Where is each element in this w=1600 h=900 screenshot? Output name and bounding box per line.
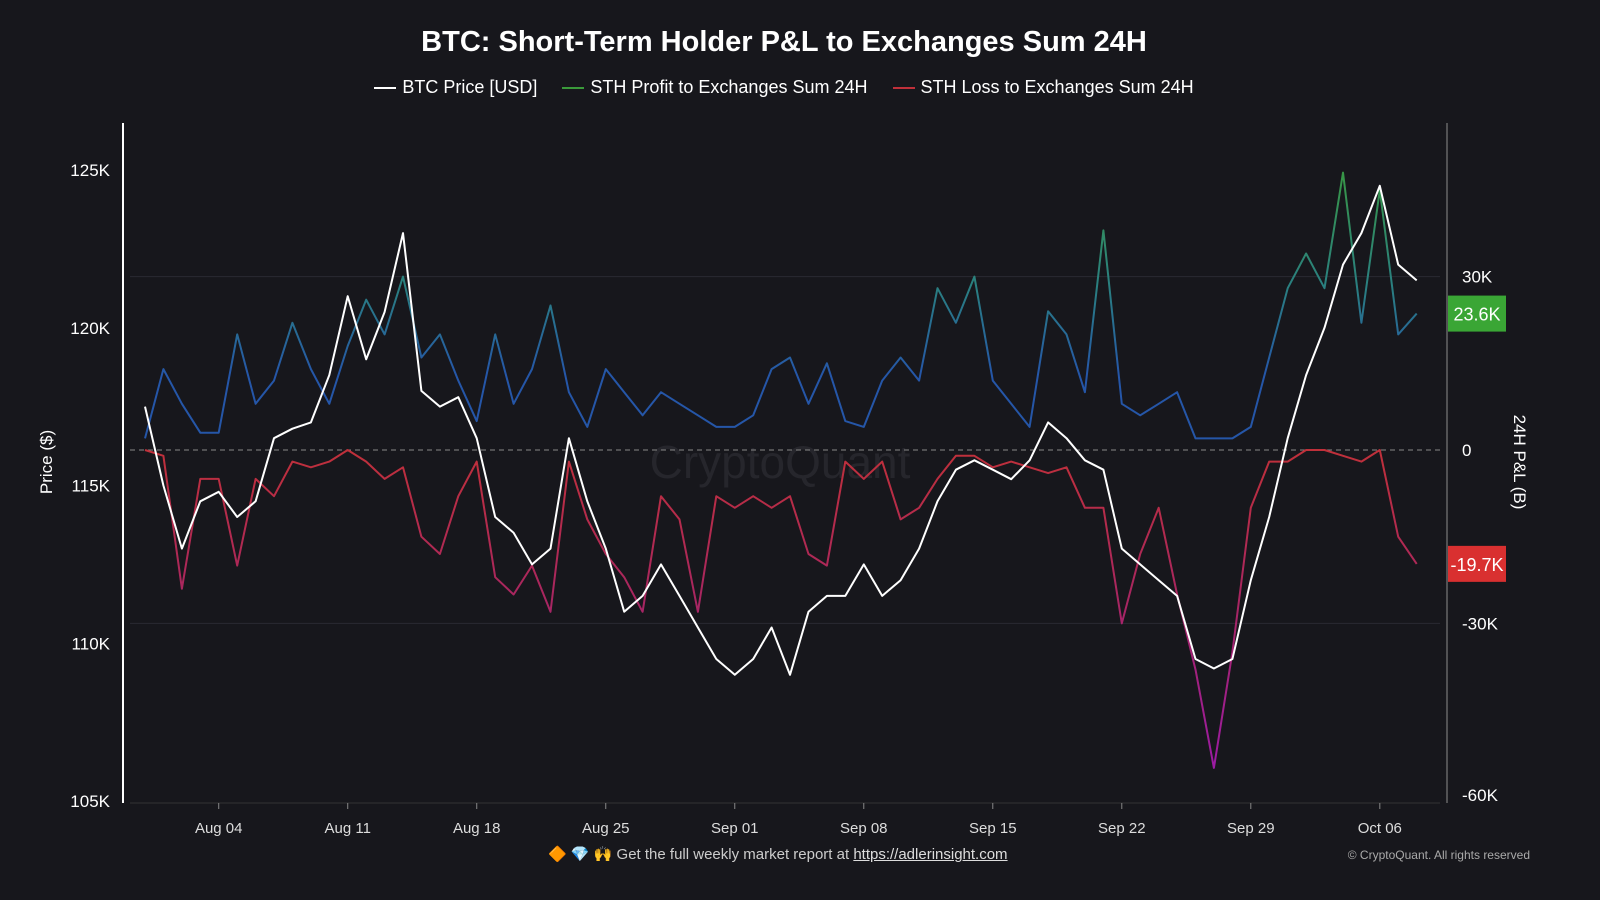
x-tick-label: Sep 08	[840, 820, 888, 837]
y-tick-label: 125K	[70, 161, 110, 180]
last-value-label: 23.6K	[1453, 305, 1500, 325]
legend-label: STH Profit to Exchanges Sum 24H	[590, 77, 868, 97]
y-axis-title: Price ($)	[37, 430, 56, 494]
x-tick-label: Aug 11	[325, 820, 371, 837]
legend-item-profit[interactable]: STH Profit to Exchanges Sum 24H	[562, 77, 868, 98]
y-tick-label: 110K	[72, 634, 111, 653]
series-line-loss	[144, 449, 1418, 769]
x-tick-label: Sep 15	[969, 820, 1017, 837]
y2-axis-title: 24H P&L (B)	[1510, 415, 1529, 510]
series-line-profit	[144, 171, 1418, 440]
y-tick-label: 115K	[72, 477, 111, 496]
legend: BTC Price [USD] STH Profit to Exchanges …	[0, 77, 1568, 98]
y2-tick-label: 30K	[1462, 268, 1493, 287]
x-tick-label: Aug 18	[453, 820, 501, 837]
watermark: CryptoQuant	[650, 436, 911, 488]
chart-title: BTC: Short-Term Holder P&L to Exchanges …	[421, 26, 1147, 58]
x-tick-label: Aug 25	[582, 820, 630, 837]
x-tick-label: Aug 04	[195, 820, 243, 837]
legend-item-price[interactable]: BTC Price [USD]	[374, 77, 537, 98]
legend-item-loss[interactable]: STH Loss to Exchanges Sum 24H	[892, 77, 1194, 98]
y2-tick-label: -60K	[1462, 786, 1499, 805]
y2-tick-label: -30K	[1462, 614, 1499, 633]
x-tick-label: Sep 01	[711, 820, 759, 837]
x-tick-label: Oct 06	[1358, 820, 1402, 837]
copyright: © CryptoQuant. All rights reserved	[1347, 848, 1530, 862]
footer: 🔶 💎 🙌 Get the full weekly market report …	[548, 845, 1008, 863]
footer-link[interactable]: https://adlerinsight.com	[853, 846, 1008, 863]
y2-tick-label: 0	[1462, 441, 1471, 460]
last-value-badge	[1448, 545, 1506, 582]
series-line-price	[144, 184, 1418, 676]
x-tick-label: Sep 29	[1227, 820, 1275, 837]
y-tick-label: 105K	[70, 792, 110, 811]
legend-label: STH Loss to Exchanges Sum 24H	[920, 77, 1194, 97]
last-value-label: -19.7K	[1450, 555, 1503, 575]
emoji-icons: 🔶 💎 🙌	[548, 846, 613, 863]
footer-text: Get the full weekly market report at	[616, 846, 854, 863]
legend-label: BTC Price [USD]	[402, 77, 538, 97]
y-tick-label: 120K	[70, 319, 110, 338]
x-tick-label: Sep 22	[1098, 820, 1146, 837]
last-value-badge	[1448, 295, 1506, 332]
